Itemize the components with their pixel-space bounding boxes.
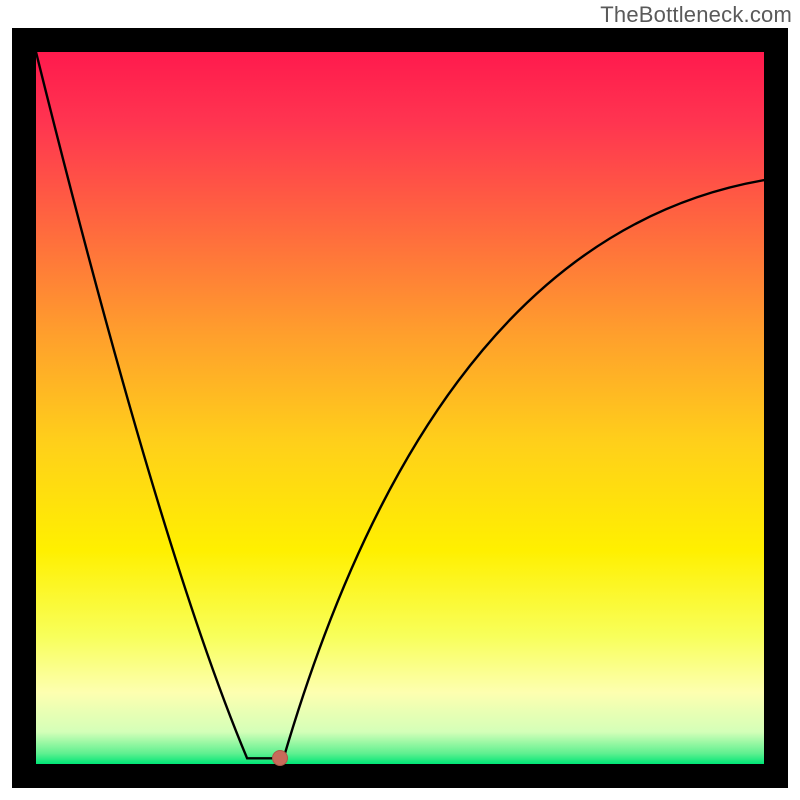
plot-frame	[12, 28, 788, 788]
watermark-text: TheBottleneck.com	[600, 2, 792, 28]
curve-path	[36, 52, 764, 758]
vertex-marker	[272, 750, 288, 766]
bottleneck-curve	[36, 52, 764, 764]
chart-stage: TheBottleneck.com	[0, 0, 800, 800]
